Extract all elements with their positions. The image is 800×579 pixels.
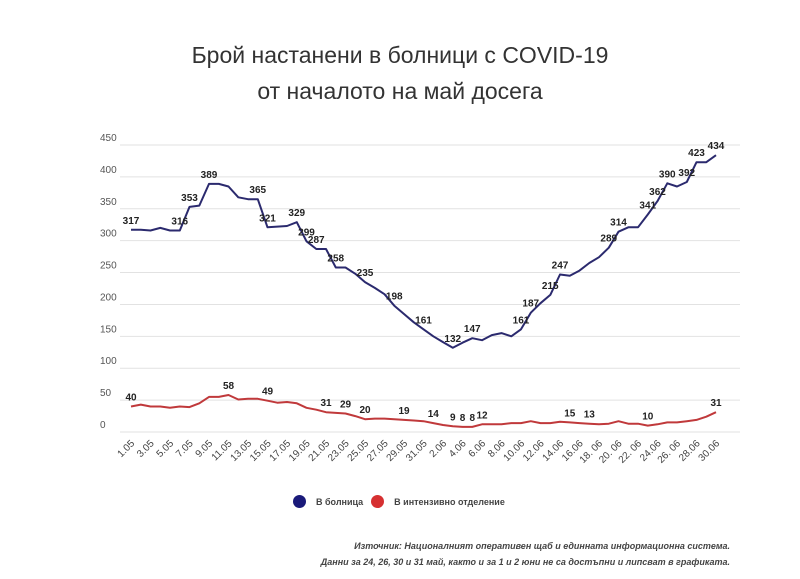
data-label: 29 [340, 400, 352, 411]
data-label: 31 [710, 398, 722, 409]
data-label: 13 [584, 410, 596, 421]
data-label: 235 [357, 268, 374, 279]
data-label: 8 [460, 413, 466, 424]
x-tick-label: 12.06 [521, 438, 547, 464]
data-label: 314 [610, 218, 627, 229]
x-tick-label: 27.05 [365, 438, 391, 464]
data-label: 132 [444, 334, 461, 345]
x-tick-label: 13.05 [229, 438, 255, 464]
data-label: 198 [386, 292, 403, 303]
data-label: 392 [678, 168, 695, 179]
data-label: 58 [223, 381, 235, 392]
missing-data-note: Данни за 24, 26, 30 и 31 май, както и за… [320, 557, 730, 567]
data-label: 365 [249, 185, 266, 196]
legend-item-icu[interactable]: В интензивно отделение [371, 495, 505, 508]
x-tick-label: 3.05 [135, 438, 157, 460]
x-tick-label: 29.05 [385, 438, 411, 464]
x-tick-label: 6.06 [467, 438, 489, 460]
y-tick-label: 150 [100, 324, 117, 335]
x-tick-label: 21.05 [307, 438, 333, 464]
y-tick-label: 300 [100, 229, 117, 240]
x-tick-label: 19.05 [287, 438, 313, 464]
data-label: 389 [201, 170, 218, 181]
data-label: 317 [123, 216, 140, 227]
data-label: 258 [327, 253, 344, 264]
data-label: 20 [359, 405, 371, 416]
x-tick-label: 15.05 [248, 438, 274, 464]
x-tick-label: 1.05 [116, 438, 138, 460]
data-label: 390 [659, 169, 676, 180]
chart-title: Брой настанени в болници с COVID-19 [191, 42, 609, 68]
legend-label-icu: В интензивно отделение [394, 496, 505, 507]
data-label: 15 [564, 408, 576, 419]
data-label: 299 [298, 227, 315, 238]
x-tick-label: 7.05 [174, 438, 196, 460]
data-label: 9 [450, 412, 456, 423]
data-label: 40 [125, 392, 137, 403]
y-tick-label: 50 [100, 388, 112, 399]
data-label: 161 [415, 315, 432, 326]
data-label: 289 [600, 234, 617, 245]
legend-item-hospital[interactable]: В болница [293, 495, 363, 508]
chart-subtitle: от началото на май досега [257, 78, 543, 104]
legend-label-hospital: В болница [316, 496, 364, 507]
x-tick-label: 26. 06 [656, 438, 684, 466]
data-label: 10 [642, 412, 654, 423]
data-label: 14 [428, 409, 440, 420]
x-tick-label: 14.06 [541, 438, 567, 464]
data-label: 329 [288, 208, 305, 219]
data-label: 321 [259, 213, 276, 224]
data-label: 49 [262, 387, 274, 398]
data-label: 316 [171, 216, 188, 227]
data-label: 8 [469, 413, 475, 424]
data-label: 187 [522, 299, 539, 310]
data-label: 423 [688, 148, 705, 159]
x-tick-label: 30.06 [697, 438, 723, 464]
x-tick-label: 28.06 [677, 438, 703, 464]
data-label: 31 [320, 398, 332, 409]
data-label: 341 [639, 201, 656, 212]
data-label: 161 [513, 315, 530, 326]
source-note: Източник: Националният оперативен щаб и … [354, 541, 730, 551]
y-tick-label: 200 [100, 292, 117, 303]
x-tick-label: 31.05 [404, 438, 430, 464]
y-tick-label: 100 [100, 356, 117, 367]
data-label: 287 [308, 235, 325, 246]
x-tick-label: 4.06 [447, 438, 469, 460]
icu-series-line [130, 394, 717, 428]
data-label: 434 [708, 141, 725, 152]
y-tick-label: 450 [100, 133, 117, 144]
x-tick-label: 25.05 [346, 438, 372, 464]
data-label: 19 [398, 406, 410, 417]
data-label: 215 [542, 281, 559, 292]
data-label: 362 [649, 187, 666, 198]
x-tick-label: 5.05 [155, 438, 177, 460]
legend: В болница В интензивно отделение [293, 495, 513, 508]
data-label: 247 [552, 260, 569, 271]
data-label: 147 [464, 324, 481, 335]
hospital-series-line [131, 154, 717, 349]
x-tick-label: 2.06 [428, 438, 450, 460]
y-tick-label: 350 [100, 197, 117, 208]
x-tick-label: 10.06 [502, 438, 528, 464]
y-tick-label: 400 [100, 165, 117, 176]
y-tick-label: 0 [100, 420, 106, 431]
data-label: 12 [476, 410, 488, 421]
legend-dot-hospital [293, 495, 306, 508]
legend-dot-icu [371, 495, 385, 508]
x-tick-label: 17.05 [268, 438, 294, 464]
x-tick-label: 22. 06 [617, 438, 645, 466]
x-tick-label: 23.05 [326, 438, 352, 464]
y-tick-label: 250 [100, 261, 117, 272]
data-label: 353 [181, 193, 198, 204]
